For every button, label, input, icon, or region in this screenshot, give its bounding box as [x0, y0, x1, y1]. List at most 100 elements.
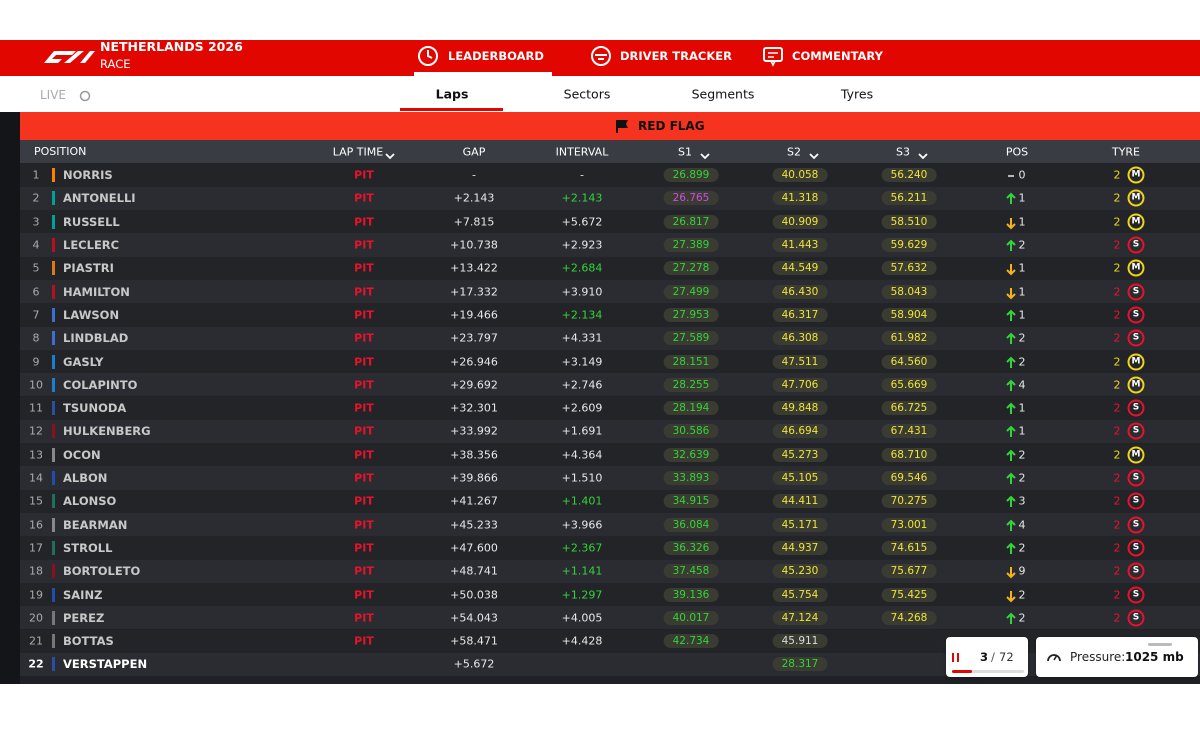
driver-name: RUSSELL: [63, 214, 120, 229]
interval: +4.364: [561, 448, 603, 462]
position-change: 1: [1018, 401, 1026, 415]
sub-tab[interactable]: Tyres: [840, 86, 874, 102]
tab-icon-svg: [763, 47, 783, 67]
nav-tab[interactable]: COMMENTARY: [792, 49, 883, 63]
gap: +39.866: [450, 471, 498, 485]
event-title: NETHERLANDS 2026: [100, 39, 243, 54]
sector-time: 26.765: [663, 191, 719, 206]
lap-time: PIT: [354, 191, 374, 205]
position-change-icon: [1005, 448, 1017, 467]
sector-time: 40.909: [772, 214, 828, 229]
sector-time: 61.982: [881, 331, 937, 346]
team-color-bar: [52, 284, 55, 299]
team-color-bar: [52, 447, 55, 462]
column-header[interactable]: TYRE: [1111, 145, 1141, 159]
team-color-bar: [52, 238, 55, 253]
tyre-laps: 2: [1113, 518, 1121, 532]
tyre-compound: M: [1127, 166, 1145, 184]
sector-time: 41.443: [772, 238, 828, 253]
table-row: [20, 652, 1200, 677]
position-change-icon-svg: [1006, 332, 1016, 345]
tyre-compound: S: [1127, 492, 1145, 510]
driver-name: OCON: [63, 447, 101, 462]
sector-time: 27.953: [663, 307, 719, 322]
position-change-icon: [1005, 588, 1017, 607]
lap-current: 3: [980, 650, 989, 664]
position-change-icon-svg: [1006, 567, 1016, 579]
driver-name: HULKENBERG: [63, 424, 151, 439]
sector-time: 65.669: [881, 377, 937, 392]
sector-time: 45.171: [772, 517, 828, 532]
driver-name: ANTONELLI: [63, 191, 136, 206]
sub-tab[interactable]: Segments: [691, 86, 755, 102]
team-color-bar: [52, 401, 55, 416]
sector-time: 75.425: [881, 587, 937, 602]
sub-tab[interactable]: Sectors: [563, 86, 611, 102]
sector-time: 33.893: [663, 471, 719, 486]
column-header[interactable]: S2: [787, 145, 801, 159]
banner-text: RED FLAG: [638, 119, 705, 133]
row-position: 3: [32, 215, 40, 229]
position-change: 2: [1018, 471, 1026, 485]
lap-time: PIT: [354, 518, 374, 532]
column-header[interactable]: POSITION: [34, 145, 87, 158]
tyre-laps: 2: [1113, 564, 1121, 578]
interval: +3.149: [561, 355, 603, 369]
sector-time: 58.904: [881, 307, 937, 322]
interval: +3.966: [561, 518, 603, 532]
column-header[interactable]: GAP: [462, 145, 486, 159]
tyre-compound: M: [1127, 189, 1145, 207]
position-change-icon: [1005, 471, 1017, 490]
gap: +2.143: [453, 191, 495, 205]
gap: +32.301: [450, 401, 498, 415]
sector-time: 47.706: [772, 377, 828, 392]
column-header[interactable]: LAP TIME: [332, 145, 384, 159]
sector-time: 70.275: [881, 494, 937, 509]
position-change-icon: [1005, 215, 1017, 234]
nav-tab[interactable]: LEADERBOARD: [448, 49, 544, 63]
tyre-laps: 2: [1113, 168, 1121, 182]
position-change: 3: [1018, 494, 1026, 508]
position-change-icon: [1005, 191, 1017, 210]
position-change: 2: [1018, 541, 1026, 555]
driver-name: TSUNODA: [63, 401, 127, 416]
sub-nav: [0, 76, 1200, 113]
row-position: 19: [29, 588, 43, 602]
sector-time: 45.754: [772, 587, 828, 602]
nav-tab[interactable]: DRIVER TRACKER: [620, 49, 732, 63]
interval: +4.428: [561, 634, 603, 648]
column-header[interactable]: POS: [1005, 145, 1029, 159]
column-header[interactable]: INTERVAL: [555, 145, 609, 159]
driver-name: BORTOLETO: [63, 564, 141, 579]
position-change-icon-svg: [1006, 402, 1016, 415]
row-position: 10: [29, 378, 43, 392]
tyre-compound: M: [1127, 376, 1145, 394]
gauge-icon-svg: [1047, 654, 1061, 662]
row-position: 12: [29, 424, 43, 438]
sector-time: 28.151: [663, 354, 719, 369]
live-label[interactable]: LIVE: [40, 88, 67, 102]
position-change-icon: [1005, 331, 1017, 350]
interval: +4.005: [561, 611, 603, 625]
column-header[interactable]: S3: [896, 145, 910, 159]
position-change-icon: [1005, 541, 1017, 560]
sub-tab[interactable]: Laps: [435, 86, 469, 102]
column-header[interactable]: S1: [678, 145, 692, 159]
tab-icon: [417, 45, 439, 71]
row-position: 11: [29, 401, 43, 415]
gap: +13.422: [450, 261, 498, 275]
sort-chevron: [384, 146, 396, 165]
team-color-bar: [52, 494, 55, 509]
driver-name: GASLY: [63, 354, 104, 369]
tyre-laps: 2: [1113, 541, 1121, 555]
tyre-laps: 2: [1113, 424, 1121, 438]
position-change-icon: [1005, 564, 1017, 583]
sector-time: 75.677: [881, 564, 937, 579]
lap-time: PIT: [354, 355, 374, 369]
sector-time: 42.734: [663, 634, 719, 649]
position-change-icon-svg: [1006, 217, 1016, 230]
tyre-compound: M: [1127, 213, 1145, 231]
sector-time: 45.230: [772, 564, 828, 579]
row-position: 18: [29, 564, 43, 578]
